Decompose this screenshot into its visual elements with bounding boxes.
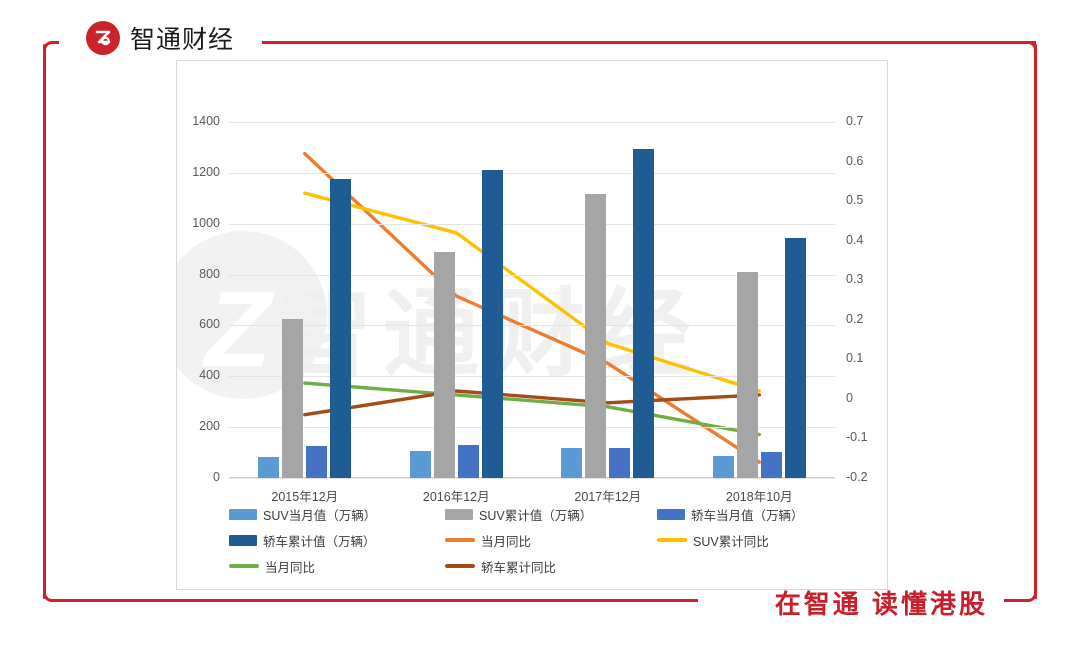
bar	[712, 455, 734, 478]
zhitong-logo-icon	[86, 21, 120, 55]
legend-swatch-bar-icon	[229, 508, 257, 520]
bar	[306, 445, 328, 478]
legend-label: SUV累计同比	[693, 534, 769, 549]
frame-bottom-edge-right	[1004, 599, 1022, 602]
legend-label: 轿车累计值（万辆）	[263, 534, 376, 549]
legend-label: 轿车累计同比	[481, 560, 557, 575]
bar	[282, 319, 304, 478]
chart-legend: SUV当月值（万辆） SUV累计值（万辆） 轿车当月值（万辆） 轿车累计值（万辆） 当月…	[229, 501, 869, 579]
y-axis-right-tick-label: 0.6	[846, 153, 864, 168]
frame-left-edge	[43, 44, 46, 599]
gridline	[229, 122, 835, 123]
legend-item[interactable]: 轿车当月值（万辆）	[657, 501, 863, 527]
bar	[481, 169, 503, 478]
gridline	[229, 376, 835, 378]
y-axis-left-tick-label: 1000	[192, 215, 220, 230]
bar	[784, 238, 806, 478]
bar	[609, 447, 631, 478]
brand-name: 智通财经	[130, 26, 235, 54]
y-axis-right-tick-label: 0	[846, 390, 853, 405]
gridline	[229, 478, 835, 479]
bar	[409, 450, 431, 478]
gridline	[229, 172, 835, 174]
legend-swatch-bar-icon	[657, 508, 685, 520]
line-series	[303, 151, 761, 464]
y-axis-left-tick-label: 1400	[192, 114, 220, 128]
bar	[258, 457, 280, 478]
y-axis-left-tick-label: 400	[199, 368, 220, 383]
y-axis-right-tick-label: 0.7	[846, 114, 864, 128]
legend-label: 轿车当月值（万辆）	[691, 508, 804, 523]
bar	[330, 179, 352, 478]
line-series	[303, 191, 761, 393]
y-axis-left-tick-label: 0	[213, 470, 220, 484]
brand-header: 智通财经	[86, 20, 234, 56]
footer-slogan: 在智通 读懂港股	[774, 589, 988, 619]
bar	[736, 272, 758, 478]
chart-plot-area: 0 200 400 600 800 1000 1200 1400 -0.2 -0.1 0 0.1 0.2…	[192, 115, 867, 504]
y-axis-right-tick-label: 0.2	[846, 311, 864, 326]
frame-right-edge	[1034, 44, 1037, 599]
bar	[457, 445, 479, 478]
bar	[561, 448, 583, 478]
frame-bottom-edge-left	[58, 599, 698, 602]
x-axis-category-label: 2018年10月	[725, 490, 793, 504]
y-axis-right-tick-label: -0.2	[846, 470, 868, 484]
legend-label: SUV累计值（万辆）	[479, 508, 593, 523]
y-axis-left-tick-label: 1200	[192, 164, 220, 179]
legend-item[interactable]: SUV累计值（万辆）	[445, 501, 657, 527]
bar	[633, 148, 655, 478]
legend-item[interactable]: SUV累计同比	[657, 527, 863, 553]
legend-swatch-bar-icon	[229, 534, 257, 546]
legend-item[interactable]: 当月同比	[229, 553, 445, 579]
x-axis-category-label: 2017年12月	[574, 490, 642, 504]
bar	[760, 452, 782, 478]
x-axis-category-label: 2016年12月	[422, 490, 490, 504]
y-axis-right-tick-label: 0.5	[846, 193, 864, 208]
legend-label: 当月同比	[265, 560, 316, 575]
legend-swatch-line-icon	[657, 538, 687, 542]
y-axis-left-tick-label: 200	[199, 419, 220, 434]
legend-label: SUV当月值（万辆）	[263, 508, 377, 523]
x-axis-category-label: 2015年12月	[271, 490, 339, 504]
legend-swatch-line-icon	[445, 538, 475, 542]
y-axis-right-tick-label: -0.1	[846, 430, 868, 445]
bar	[585, 194, 607, 478]
bar	[433, 251, 455, 478]
gridline	[229, 325, 835, 327]
legend-label: 当月同比	[481, 534, 532, 549]
frame-corner-bottom-left	[43, 586, 59, 602]
line-series	[303, 389, 761, 417]
gridline	[229, 427, 835, 429]
y-axis-right-tick-label: 0.3	[846, 272, 864, 287]
legend-item[interactable]: 当月同比	[445, 527, 657, 553]
legend-swatch-line-icon	[445, 564, 475, 568]
legend-item[interactable]: 轿车累计值（万辆）	[229, 527, 445, 553]
gridline	[229, 274, 835, 276]
legend-item[interactable]: 轿车累计同比	[445, 553, 657, 579]
y-axis-left-tick-label: 600	[199, 317, 220, 332]
frame-top-edge	[262, 41, 1036, 44]
y-axis-right-tick-label: 0.1	[846, 351, 864, 366]
y-axis-right-tick-label: 0.4	[846, 232, 864, 247]
legend-item[interactable]: SUV当月值（万辆）	[229, 501, 445, 527]
frame-corner-bottom-right	[1021, 586, 1037, 602]
chart-card: Z 智通财经 0200400600800100012001400-0.2-0.1…	[176, 60, 888, 590]
y-axis-left-tick-label: 800	[199, 266, 220, 281]
axis-baseline	[229, 477, 835, 478]
line-series	[303, 381, 761, 437]
gridline	[229, 223, 835, 225]
legend-swatch-line-icon	[229, 564, 259, 568]
line-series-layer	[303, 151, 761, 464]
legend-swatch-bar-icon	[445, 508, 473, 520]
